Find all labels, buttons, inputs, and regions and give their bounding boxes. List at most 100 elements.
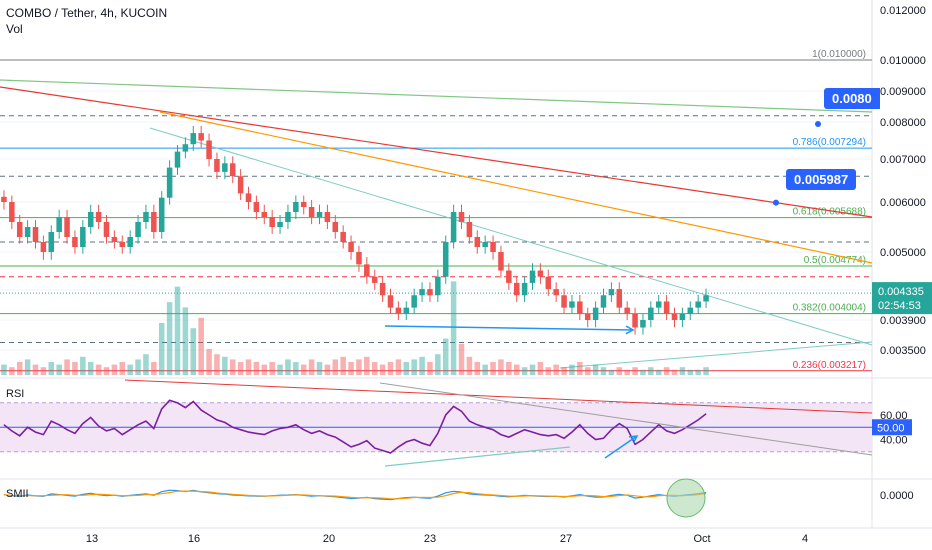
smii-signal-line (3, 490, 707, 500)
rsi-polyline (3, 399, 707, 454)
candle-body (648, 307, 654, 320)
price-tick-label: 0.012000 (880, 5, 926, 17)
candle-body (198, 133, 204, 141)
candle-body (229, 163, 236, 177)
price-tick-label: 0.003900 (880, 315, 926, 327)
candle-body (695, 301, 701, 308)
volume-bar (624, 369, 630, 375)
candle-body (506, 270, 512, 283)
candle-body (316, 212, 323, 217)
volume-bar (529, 364, 536, 375)
volume-bar (655, 369, 662, 375)
rsi-arrow-head (628, 435, 639, 444)
volume-bar (466, 356, 473, 375)
volume-bar (56, 364, 62, 375)
volume-bar (395, 359, 402, 375)
volume-bar (182, 307, 189, 375)
volume-bar (419, 356, 425, 375)
rsi-tick-label: 60.00 (880, 410, 908, 422)
volume-bar (285, 359, 291, 375)
candle-body (9, 202, 15, 222)
volume-bar (40, 367, 47, 375)
fib-label: 0.236(0.003217) (793, 360, 866, 371)
candle-body (48, 232, 55, 252)
volume-bar (513, 364, 520, 375)
volume-bar (158, 323, 165, 375)
callout-dot (815, 121, 821, 127)
price-tick-label: 0.006000 (880, 197, 926, 209)
candle-body (16, 222, 23, 237)
volume-bar (277, 364, 283, 375)
candle-body (395, 307, 402, 314)
support-arrow (384, 325, 634, 331)
volume-bar (261, 364, 268, 375)
candle-body (529, 270, 536, 283)
candle-body (80, 227, 86, 247)
candle-body (261, 212, 268, 217)
rsi-trend-red (124, 379, 873, 414)
candle-body (466, 222, 473, 237)
rsi-trend-support (384, 446, 571, 467)
candle-body (24, 227, 31, 237)
volume-bar (206, 349, 212, 375)
candle-body (293, 202, 299, 212)
candle-body (427, 289, 433, 296)
time-tick-label: 16 (188, 533, 200, 545)
candle-body (387, 295, 394, 308)
candle-body (277, 222, 283, 227)
candle-body (269, 217, 275, 227)
candle-body (253, 202, 260, 212)
candle-body (166, 167, 173, 198)
price-tick-label: 0.010000 (880, 55, 926, 67)
trend-line-red (0, 86, 873, 218)
price-axis: 0.012000 0.010000 0.009000 0.008000 0.007000… (6, 5, 932, 502)
volume-bar (577, 362, 583, 375)
candle-body (356, 252, 362, 265)
time-axis: 13 16 20 23 27 Oct 4 (86, 533, 808, 545)
time-tick-label: Oct (693, 533, 710, 545)
volume-bar (143, 354, 149, 375)
candle-body (32, 227, 39, 242)
candles (1, 125, 709, 335)
candle-body (143, 212, 149, 222)
volume-bar (166, 302, 173, 375)
volume-bar (521, 367, 528, 375)
volume-label[interactable]: Vol (6, 22, 23, 36)
candle-body (190, 133, 197, 145)
volume-bar (48, 362, 55, 375)
volume-bar (474, 362, 481, 375)
candle-body (411, 295, 417, 308)
volume-bar (245, 359, 252, 375)
candle-body (182, 144, 189, 152)
candle-body (474, 237, 481, 247)
candle-body (442, 242, 449, 277)
trend-line-teal-support (559, 341, 873, 369)
volume-bar (229, 359, 236, 375)
candle-body (95, 212, 102, 222)
volume-bar (435, 354, 441, 375)
volume-bar (32, 364, 39, 375)
price-callout[interactable]: 0.0080 (824, 88, 880, 109)
volume-bar (324, 364, 331, 375)
volume-bar (269, 362, 275, 375)
rsi-band (0, 402, 872, 453)
candle-body (632, 313, 638, 328)
price-callout[interactable]: 0.005987 (786, 168, 857, 190)
candle-body (111, 237, 118, 242)
candle-body (435, 276, 441, 296)
rsi-trend-gray (379, 382, 873, 456)
volume-bar (600, 367, 607, 375)
candle-body (348, 242, 354, 252)
symbol-title[interactable]: COMBO / Tether, 4h, KUCOIN (6, 6, 168, 20)
candle-body (56, 217, 62, 232)
candle-body (561, 295, 567, 308)
volume-bar (253, 362, 260, 375)
volume-bar (198, 317, 204, 375)
volume-bar (592, 364, 599, 375)
trend-line-orange (159, 111, 873, 264)
volume-bar (379, 364, 386, 375)
volume-bar (584, 367, 591, 375)
volume-bar (64, 359, 70, 375)
candle-body (222, 163, 228, 172)
